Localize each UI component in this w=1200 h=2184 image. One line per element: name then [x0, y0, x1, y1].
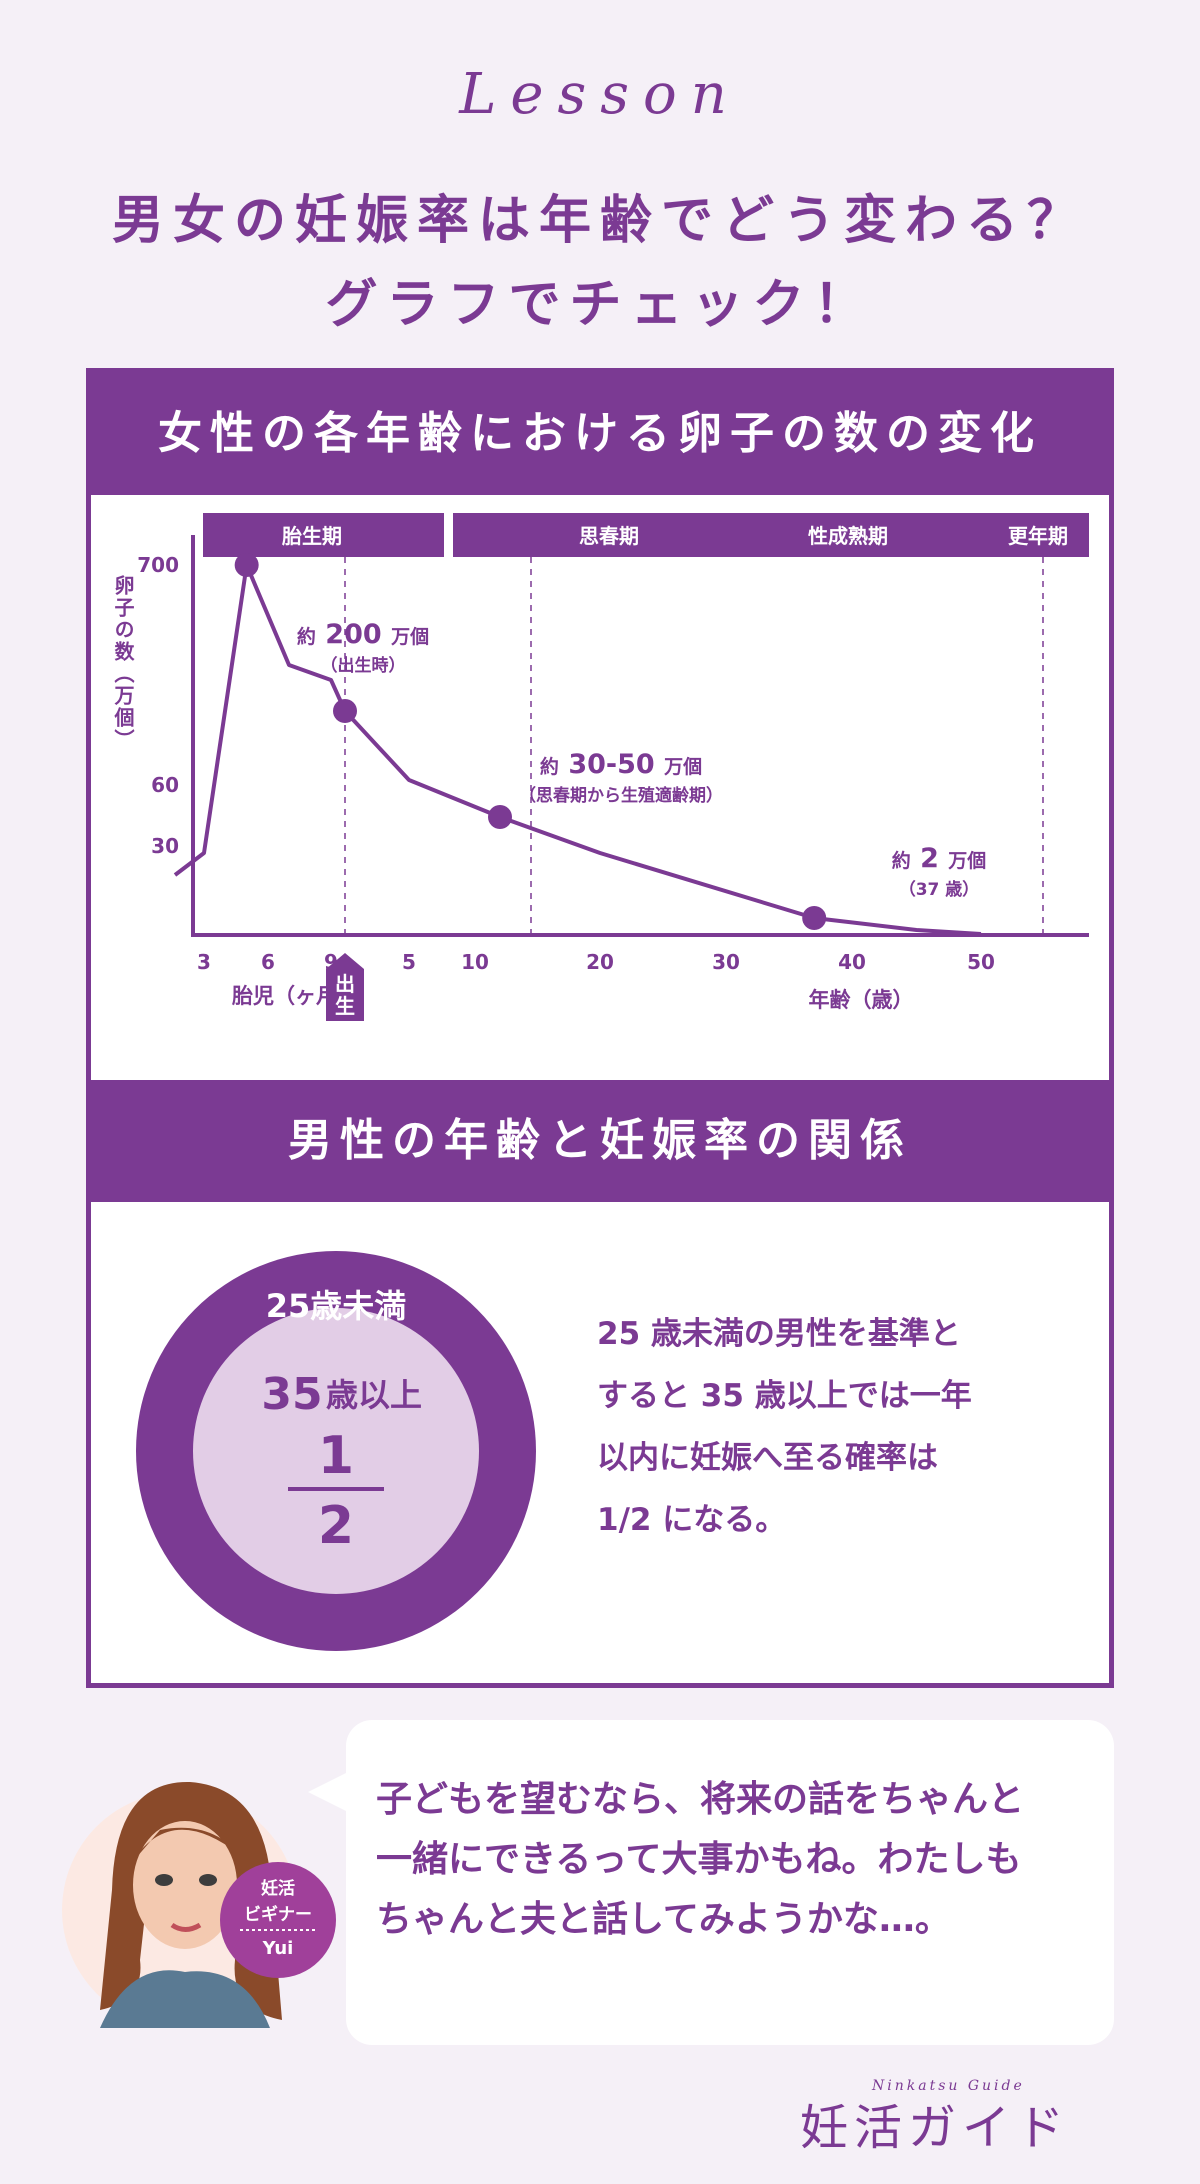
- period-label: 思春期: [579, 524, 639, 548]
- birth-tag: [326, 953, 364, 1021]
- annotation-label: 約 2 万個: [892, 843, 987, 874]
- inner-circle: [193, 1308, 479, 1594]
- x-tick-label: 10: [461, 950, 489, 974]
- page-title-line2: グラフでチェック！: [325, 275, 875, 335]
- logo-subtitle: Ninkatsu Guide: [872, 2078, 1025, 2094]
- x-tick-label: 3: [197, 950, 211, 974]
- puberty-point: [488, 805, 512, 829]
- logo: 妊活ガイド: [800, 2100, 1071, 2156]
- age37-point: [802, 906, 827, 930]
- period-label: 性成熟期: [808, 524, 888, 548]
- badge-line2: ビギナー: [244, 1905, 312, 1925]
- annotation-sub: （37 歳）: [899, 879, 980, 900]
- description-line: 以内に妊娠へ至る確率は: [597, 1440, 938, 1476]
- description-line: 1/2 になる。: [597, 1502, 787, 1538]
- avatar: 妊活 ビギナー Yui: [62, 1781, 336, 2028]
- speech-bubble: [346, 1720, 1114, 2045]
- x-tick-label: 6: [261, 950, 275, 974]
- annotation-label: 約 30-50 万個: [540, 749, 702, 780]
- description-line: 25 歳未満の男性を基準と: [597, 1316, 961, 1352]
- series-line: [173, 563, 982, 936]
- inner-label-number: 35: [261, 1369, 322, 1420]
- speech-bubble-tail: [308, 1772, 348, 1812]
- peak-point: [234, 553, 259, 577]
- badge-name: Yui: [262, 1938, 294, 1959]
- content-card: 女性の各年齢における卵子の数の変化 胎生期 思春期 性成熟期 更年期 700 60 30 卵子…: [86, 368, 1114, 1688]
- x-tick-label: 20: [586, 950, 614, 974]
- x-tick-label: 50: [967, 950, 995, 974]
- x-group-label: 年齢（歳）: [809, 988, 914, 1012]
- speech-line: ちゃんと夫と話してみようかな…。: [376, 1899, 951, 1940]
- description-line: すると 35 歳以上では一年: [597, 1378, 972, 1414]
- annotation-label: 約 200 万個: [297, 619, 429, 650]
- x-tick-label: 30: [712, 950, 740, 974]
- section1-title: 女性の各年齢における卵子の数の変化: [91, 373, 1109, 495]
- birth-tag-label: 生: [335, 994, 355, 1018]
- period-bar-postnatal: [453, 513, 1089, 557]
- speech-line: 一緒にできるって大事かもね。わたしも: [376, 1839, 1022, 1880]
- badge-line1: 妊活: [261, 1878, 295, 1899]
- section2-title: 男性の年齢と妊娠率の関係: [91, 1080, 1109, 1202]
- annotation-sub: （出生時）: [321, 655, 406, 676]
- x-tick-label: 5: [402, 950, 416, 974]
- y-tick-label: 60: [151, 773, 179, 797]
- speech-line: 子どもを望むなら、将来の話をちゃんと: [376, 1779, 1025, 1820]
- y-tick-label: 700: [137, 553, 179, 577]
- period-bar-fetal: [203, 513, 444, 557]
- lesson-label: Lesson: [459, 62, 741, 127]
- fraction-numerator: 1: [318, 1426, 354, 1486]
- y-tick-label: 30: [151, 834, 179, 858]
- period-label: 更年期: [1008, 524, 1068, 548]
- period-label: 胎生期: [281, 524, 342, 548]
- birth-point: [333, 699, 357, 723]
- page-title-line1: 男女の妊娠率は年齢でどう変わる？: [111, 191, 1088, 251]
- male-rate-description: 25 歳未満の男性を基準と すると 35 歳以上では一年 以内に妊娠へ至る確率は…: [597, 1303, 1037, 1551]
- annotation-sub: （思春期から生殖適齢期）: [519, 785, 723, 806]
- y-axis-label: 卵子の数（万個）: [111, 574, 135, 751]
- badge: [220, 1862, 336, 1978]
- fraction-denominator: 2: [318, 1496, 354, 1556]
- birth-tag-label: 出: [335, 972, 355, 996]
- male-rate-circle: 25歳未満 35 歳以上 1 2: [136, 1251, 536, 1651]
- speech-text: 子どもを望むなら、将来の話をちゃんと 一緒にできるって大事かもね。わたしも ちゃ…: [376, 1770, 1096, 1950]
- x-tick-label: 40: [838, 950, 866, 974]
- inner-label-text: 歳以上: [326, 1376, 422, 1414]
- outer-ring-label: 25歳未満: [266, 1287, 407, 1325]
